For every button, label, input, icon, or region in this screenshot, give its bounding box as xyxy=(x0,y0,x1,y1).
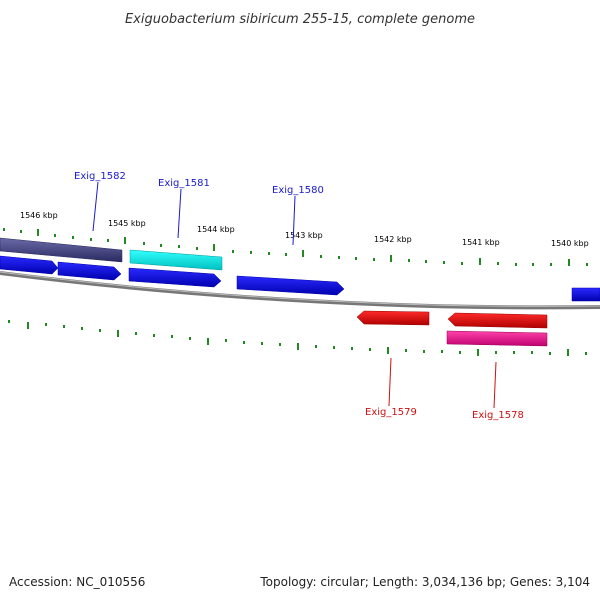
gene-exig-1582[interactable] xyxy=(0,237,123,263)
gene-forward-cds[interactable] xyxy=(128,267,222,288)
kbp-label: 1541 kbp xyxy=(462,238,500,247)
genome-stats-text: Topology: circular; Length: 3,034,136 bp… xyxy=(260,575,590,589)
label-leaders xyxy=(92,181,497,409)
gene-forward-cds[interactable] xyxy=(571,287,600,302)
gene-label-exig-1580[interactable]: Exig_1580 xyxy=(272,185,324,196)
gene-exig-1579[interactable] xyxy=(356,310,430,326)
gene-reverse-cds[interactable] xyxy=(447,312,548,329)
gene-label-exig-1581[interactable]: Exig_1581 xyxy=(158,178,210,189)
inner-tick-ruler xyxy=(8,320,587,356)
gene-exig-1580[interactable] xyxy=(236,275,345,296)
reverse-outer-track xyxy=(446,330,548,347)
gene-forward-cds[interactable] xyxy=(0,255,59,275)
reverse-inner-track xyxy=(356,310,548,329)
gene-label-exig-1579[interactable]: Exig_1579 xyxy=(365,407,417,418)
gene-forward-cds[interactable] xyxy=(57,261,122,281)
map-title: Exiguobacterium sibiricum 255-15, comple… xyxy=(125,12,475,27)
accession-text: Accession: NC_010556 xyxy=(9,575,146,589)
kbp-label: 1542 kbp xyxy=(374,235,412,244)
gene-exig-1581[interactable] xyxy=(129,249,223,271)
forward-outer-track xyxy=(0,237,223,271)
kbp-label: 1545 kbp xyxy=(108,219,146,228)
kbp-label: 1546 kbp xyxy=(20,211,58,220)
forward-inner-track xyxy=(0,255,600,302)
gene-label-exig-1582[interactable]: Exig_1582 xyxy=(74,171,126,182)
gene-exig-1578[interactable] xyxy=(446,330,548,347)
kbp-label: 1543 kbp xyxy=(285,231,323,240)
kbp-label: 1544 kbp xyxy=(197,225,235,234)
outer-tick-ruler xyxy=(3,228,588,266)
genome-backbone xyxy=(0,271,600,310)
gene-label-exig-1578[interactable]: Exig_1578 xyxy=(472,410,524,421)
kbp-label: 1540 kbp xyxy=(551,239,589,248)
